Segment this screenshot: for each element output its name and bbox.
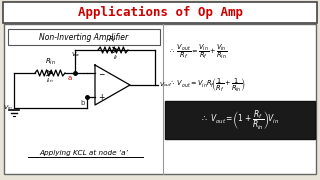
Text: $V_{in}$: $V_{in}$	[3, 103, 13, 112]
Text: $+$: $+$	[98, 92, 106, 102]
FancyBboxPatch shape	[3, 2, 317, 23]
FancyBboxPatch shape	[8, 29, 160, 45]
Text: $V_{out}$: $V_{out}$	[159, 81, 172, 89]
Text: Non-Inverting Amplifier: Non-Inverting Amplifier	[39, 33, 129, 42]
Text: b: b	[81, 100, 85, 106]
Text: Applications of Op Amp: Applications of Op Amp	[77, 6, 243, 19]
Text: $R_{in}$: $R_{in}$	[44, 57, 55, 67]
Polygon shape	[95, 65, 130, 105]
Text: $I_f$: $I_f$	[113, 53, 119, 62]
Text: $\therefore\ \dfrac{V_{out}}{R_f} = \dfrac{V_{in}}{R_f} + \dfrac{V_{in}}{R_{in}}: $\therefore\ \dfrac{V_{out}}{R_f} = \dfr…	[168, 43, 227, 61]
Text: $R_f$: $R_f$	[108, 35, 117, 45]
Text: $V_a$: $V_a$	[71, 50, 79, 59]
Text: $I_{in}$: $I_{in}$	[46, 76, 54, 85]
Text: a: a	[68, 75, 72, 81]
Text: Applying KCL at node ‘a’: Applying KCL at node ‘a’	[40, 150, 128, 156]
Text: $-$: $-$	[98, 69, 106, 78]
Text: $\therefore\ V_{out} = \!\left(1 + \dfrac{R_f}{R_{in}}\right)\! V_{in}$: $\therefore\ V_{out} = \!\left(1 + \dfra…	[200, 108, 280, 132]
FancyBboxPatch shape	[4, 24, 316, 174]
Text: $\therefore\ V_{out} = V_{in} R_f \!\left(\dfrac{1}{R_f} + \dfrac{1}{R_{in}}\rig: $\therefore\ V_{out} = V_{in} R_f \!\lef…	[168, 76, 246, 94]
FancyBboxPatch shape	[165, 101, 315, 139]
